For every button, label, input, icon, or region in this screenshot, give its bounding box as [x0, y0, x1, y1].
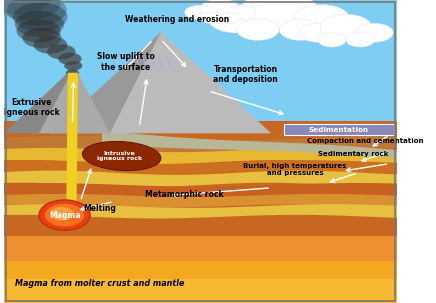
Ellipse shape	[45, 204, 84, 227]
Ellipse shape	[184, 5, 213, 19]
Ellipse shape	[279, 19, 322, 40]
Ellipse shape	[7, 0, 67, 26]
Polygon shape	[3, 236, 397, 303]
Ellipse shape	[240, 0, 318, 30]
Ellipse shape	[82, 142, 161, 171]
Ellipse shape	[13, 3, 68, 31]
Polygon shape	[3, 183, 397, 197]
Text: Burial, high temperatures
and pressures: Burial, high temperatures and pressures	[243, 163, 347, 176]
Ellipse shape	[199, 12, 220, 23]
Polygon shape	[3, 204, 397, 218]
FancyBboxPatch shape	[284, 124, 394, 135]
Polygon shape	[51, 32, 271, 133]
Ellipse shape	[208, 5, 265, 33]
Ellipse shape	[299, 23, 337, 42]
Text: Metamorphic rock: Metamorphic rock	[145, 190, 224, 199]
Text: Slow uplift to
the surface: Slow uplift to the surface	[97, 52, 154, 72]
Ellipse shape	[50, 207, 74, 221]
Polygon shape	[3, 0, 397, 136]
Text: Transportation
and deposition: Transportation and deposition	[213, 65, 278, 84]
Text: Weathering and erosion: Weathering and erosion	[125, 15, 229, 24]
Ellipse shape	[293, 5, 350, 33]
Ellipse shape	[237, 19, 279, 40]
Ellipse shape	[47, 44, 75, 59]
Ellipse shape	[64, 61, 82, 71]
Ellipse shape	[34, 36, 67, 54]
Ellipse shape	[355, 23, 393, 42]
Text: Magma from molter crust and mantle: Magma from molter crust and mantle	[15, 279, 185, 288]
Polygon shape	[3, 148, 397, 164]
Text: Magma: Magma	[49, 211, 80, 220]
Ellipse shape	[227, 5, 255, 19]
Ellipse shape	[220, 12, 241, 23]
Ellipse shape	[15, 11, 64, 37]
Polygon shape	[3, 261, 397, 303]
Text: Melting: Melting	[84, 204, 116, 213]
Polygon shape	[3, 135, 397, 152]
Polygon shape	[3, 121, 397, 303]
Ellipse shape	[39, 200, 90, 230]
Text: Sedimentary rock: Sedimentary rock	[318, 151, 389, 157]
Polygon shape	[3, 67, 75, 133]
Ellipse shape	[58, 53, 82, 65]
Text: Compaction and cementation: Compaction and cementation	[307, 138, 423, 144]
Ellipse shape	[22, 28, 61, 48]
Text: Intrusive
igneous rock: Intrusive igneous rock	[97, 151, 142, 161]
Ellipse shape	[0, 0, 61, 20]
Polygon shape	[3, 194, 397, 208]
Ellipse shape	[0, 0, 52, 15]
Polygon shape	[3, 67, 110, 133]
Ellipse shape	[320, 14, 372, 40]
Polygon shape	[3, 171, 397, 187]
Polygon shape	[102, 131, 397, 158]
Text: Sedimentation: Sedimentation	[309, 127, 369, 133]
Polygon shape	[66, 73, 78, 227]
Polygon shape	[51, 32, 161, 133]
Ellipse shape	[201, 0, 239, 18]
Text: Extrusive
igneous rock: Extrusive igneous rock	[4, 98, 60, 117]
Ellipse shape	[17, 19, 61, 42]
Polygon shape	[3, 160, 397, 175]
Polygon shape	[3, 279, 397, 303]
Ellipse shape	[318, 33, 346, 47]
Ellipse shape	[346, 33, 375, 47]
Ellipse shape	[66, 69, 79, 76]
